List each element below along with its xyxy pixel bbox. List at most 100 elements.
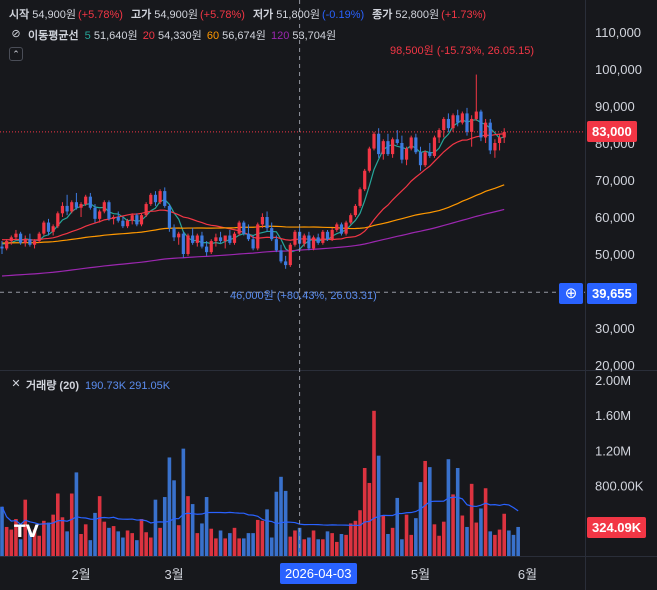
volume-bar xyxy=(348,523,353,556)
open-value: 54,900원 xyxy=(32,9,77,21)
candle-body xyxy=(125,220,130,227)
volume-bar xyxy=(65,531,69,556)
volume-bar xyxy=(423,460,427,556)
last-price-tag: 83,000 xyxy=(587,121,637,142)
price-tick-label: 70,000 xyxy=(595,173,635,188)
candle-body xyxy=(465,113,469,132)
volume-bar xyxy=(246,533,251,556)
time-tick-label: 3월 xyxy=(164,567,183,582)
volume-bar xyxy=(111,526,116,556)
volume-bar xyxy=(460,515,465,556)
candle-body xyxy=(28,239,32,245)
candle-body xyxy=(288,244,292,266)
candle-body xyxy=(74,202,78,208)
candle-body xyxy=(409,137,413,149)
candle-body xyxy=(153,194,158,203)
volume-bar xyxy=(144,532,148,556)
volume-bar xyxy=(162,497,167,556)
volume-bar xyxy=(69,493,74,556)
volume-bar xyxy=(88,540,93,556)
price-tick-label: 50,000 xyxy=(595,247,635,262)
candle-body xyxy=(144,204,148,216)
candle-body xyxy=(432,137,437,156)
price-tick-label: 110,000 xyxy=(595,25,641,40)
volume-bar xyxy=(390,527,395,556)
candle-body xyxy=(265,217,269,229)
candle-body xyxy=(93,207,97,219)
volume-bar xyxy=(446,459,451,556)
crosshair-price-tag: 39,655 xyxy=(587,283,637,304)
volume-bar xyxy=(451,494,455,556)
low-value: 51,800원 xyxy=(276,9,320,21)
volume-bar xyxy=(488,531,493,556)
ma5-line xyxy=(1,118,505,253)
ma120-period: 120 xyxy=(270,30,290,42)
volume-tick-label: 2.00M xyxy=(595,373,631,388)
time-tick-label: 6월 xyxy=(518,567,537,582)
candle-body xyxy=(112,217,116,219)
candle-body xyxy=(167,205,171,229)
volume-bar xyxy=(474,522,479,556)
candle-body xyxy=(260,217,264,225)
volume-bar xyxy=(228,533,232,556)
candle-body xyxy=(335,224,339,230)
candle-body xyxy=(321,231,325,243)
volume-bar xyxy=(279,476,283,556)
candle-body xyxy=(381,141,385,155)
close-label: 종가 xyxy=(372,9,393,21)
ohlc-header: 시작 54,900원 (+5.78%) 고가 54,900원 (+5.78%) 저가 51,8… xyxy=(9,6,494,22)
candle-body xyxy=(163,191,167,206)
candle-body xyxy=(344,222,348,234)
candle-body xyxy=(372,133,376,149)
ma20-line xyxy=(1,133,505,241)
volume-bar xyxy=(255,519,260,556)
eye-off-icon[interactable]: ⊘ xyxy=(11,28,21,40)
candle-body xyxy=(116,217,120,221)
volume-bar xyxy=(516,526,520,556)
close-icon[interactable]: ✕ xyxy=(11,378,21,390)
volume-bar xyxy=(214,538,218,556)
price-tick-label: 100,000 xyxy=(595,62,642,77)
volume-bar xyxy=(297,527,302,556)
candle-body xyxy=(400,143,404,160)
candle-body xyxy=(307,235,311,249)
volume-bar xyxy=(325,531,330,556)
volume-bar xyxy=(181,448,186,556)
volume-bar xyxy=(437,535,441,556)
price-tick-label: 30,000 xyxy=(595,321,635,336)
volume-bar xyxy=(242,538,246,556)
add-plus-icon[interactable]: ⊕ xyxy=(559,283,583,304)
volume-bar xyxy=(260,520,265,556)
volume-tick-label: 800.00K xyxy=(595,479,644,494)
volume-bar xyxy=(107,527,111,556)
candle-body xyxy=(242,222,246,234)
tradingview-logo[interactable]: TV xyxy=(14,522,39,542)
candle-body xyxy=(0,246,4,249)
candle-body xyxy=(70,202,74,212)
volume-bar xyxy=(223,538,227,556)
volume-tick-label: 1.20M xyxy=(595,443,631,458)
volume-bar xyxy=(167,457,172,556)
volume-bar xyxy=(0,506,4,556)
volume-bar xyxy=(9,529,14,556)
candle-body xyxy=(65,205,69,212)
volume-bar xyxy=(316,539,320,556)
volume-bar xyxy=(74,472,79,556)
candle-body xyxy=(32,241,37,245)
open-label: 시작 xyxy=(9,9,30,21)
collapse-icon[interactable]: ⌃ xyxy=(9,47,23,61)
volume-bar xyxy=(311,530,316,556)
volume-bar xyxy=(288,536,293,556)
candle-body xyxy=(195,235,199,243)
ma-legend[interactable]: 이동평균선 5 51,640원 20 54,330원 60 56,674원 12… xyxy=(28,27,338,43)
candle-body xyxy=(149,194,153,205)
volume-bar xyxy=(232,527,237,556)
volume-legend-title: 거래량 (20) xyxy=(26,380,79,392)
candle-body xyxy=(181,233,185,254)
time-tick-label: 2월 xyxy=(71,567,90,582)
volume-bar xyxy=(42,520,46,556)
volume-bar xyxy=(511,534,516,556)
volume-bar xyxy=(493,534,497,556)
volume-bar xyxy=(209,528,214,556)
